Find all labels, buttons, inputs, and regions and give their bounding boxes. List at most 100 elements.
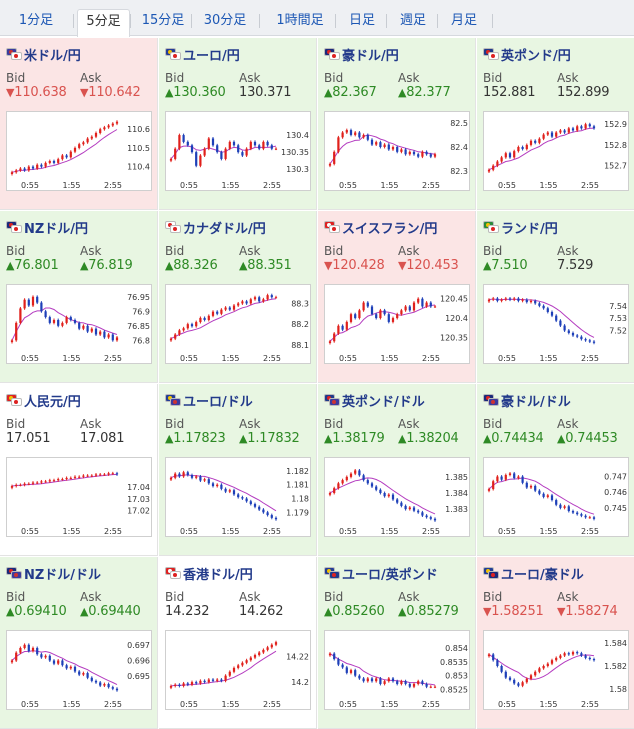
currency-pair-panel[interactable]: ユーロ/ドル Bid Ask ▲1.17823 ▲1.17832 1.182 1.181 1.… [159, 384, 317, 556]
ask-price: 76.819 [88, 258, 133, 273]
pair-title-link[interactable]: ユーロ/円 [165, 45, 240, 64]
currency-pair-panel[interactable]: NZドル/ドル Bid Ask ▲0.69410 ▲0.69440 0.697 0.696 0… [0, 557, 158, 729]
candle-body [333, 333, 336, 342]
currency-pair-panel[interactable]: 香港ドル/円 Bid Ask 14.232 14.262 14.22 14.2 0:55 1:5… [159, 557, 317, 729]
price-chart[interactable]: 0.747 0.746 0.745 0:55 1:55 2:55 [483, 457, 629, 537]
tab-7[interactable]: 月足 [450, 13, 477, 28]
pair-title-link[interactable]: NZドル/円 [6, 218, 89, 237]
candle-body [563, 506, 566, 508]
pair-title-link[interactable]: 豪ドル/円 [324, 45, 399, 64]
ask-price: 1.58274 [565, 604, 618, 619]
bid-label: Bid [324, 71, 344, 85]
candle-body [354, 470, 357, 474]
pair-title-link[interactable]: NZドル/ドル [6, 564, 101, 583]
currency-pair-panel[interactable]: ランド/円 Bid Ask ▲7.510 7.529 7.54 7.53 7.52 0:55 1:… [477, 211, 634, 383]
currency-pair-panel[interactable]: NZドル/円 Bid Ask ▲76.801 ▲76.819 76.95 76.9 76.85… [0, 211, 158, 383]
currency-pair-panel[interactable]: 人民元/円 Bid Ask 17.051 17.081 17.04 17.03 17.02 0:… [0, 384, 158, 556]
pair-title-link[interactable]: ユーロ/英ポンド [324, 564, 438, 583]
candle-body [216, 145, 219, 153]
candle-body [245, 301, 248, 304]
candle-body [571, 511, 575, 513]
tab-4[interactable]: 1時間足 [276, 13, 324, 28]
pair-title-link[interactable]: 豪ドル/ドル [483, 391, 571, 410]
bid-price: 88.326 [173, 258, 218, 273]
pair-title-link[interactable]: 人民元/円 [6, 391, 81, 410]
pair-title-link[interactable]: ユーロ/ドル [165, 391, 253, 410]
y-tick-label: 14.22 [286, 652, 309, 661]
ask-price: 82.377 [406, 85, 451, 100]
currency-pair-panel[interactable]: ユーロ/豪ドル Bid Ask ▼1.58251 ▼1.58274 1.584 1.582 1… [477, 557, 634, 729]
candle-body [425, 683, 428, 687]
price-chart[interactable]: 76.95 76.9 76.85 76.8 0:55 1:55 2:55 [6, 284, 152, 364]
currency-pair-panel[interactable]: 米ドル/円 Bid Ask ▼110.638 ▼110.642 110.6 110.5 110… [0, 38, 158, 210]
x-tick-label: 0:55 [498, 181, 516, 190]
candle-body [592, 341, 596, 343]
candle-body [262, 299, 265, 302]
x-tick-label: 0:55 [339, 181, 357, 190]
candle-body [36, 164, 39, 169]
candle-body [496, 660, 499, 666]
price-chart[interactable]: 17.04 17.03 17.02 0:55 1:55 2:55 [6, 457, 152, 537]
candle-body [408, 507, 411, 510]
pair-title-link[interactable]: 英ポンド/ドル [324, 391, 425, 410]
price-chart[interactable]: 88.3 88.2 88.1 0:55 1:55 2:55 [165, 284, 311, 364]
candle-body [178, 473, 181, 477]
candle-body [90, 677, 93, 681]
candle-body [10, 660, 14, 663]
bid-value: ▲0.85260 [324, 604, 385, 619]
price-chart[interactable]: 0.697 0.696 0.695 0:55 1:55 2:55 [6, 630, 152, 710]
pair-name: NZドル/円 [24, 221, 89, 237]
pair-title-link[interactable]: 英ポンド/円 [483, 45, 571, 64]
arrow-up-icon: ▲ [239, 432, 248, 445]
price-chart[interactable]: 7.54 7.53 7.52 0:55 1:55 2:55 [483, 284, 629, 364]
price-chart[interactable]: 120.45 120.4 120.35 0:55 1:55 2:55 [324, 284, 470, 364]
candle-body [433, 306, 437, 308]
currency-pair-panel[interactable]: 豪ドル/円 Bid Ask ▲82.367 ▲82.377 82.5 82.4 82.3 0:5… [318, 38, 476, 210]
currency-pair-panel[interactable]: 英ポンド/円 Bid Ask 152.881 152.899 152.9 152.8 152.… [477, 38, 634, 210]
tab-0[interactable]: 1分足 [18, 13, 54, 28]
tab-3[interactable]: 30分足 [203, 13, 247, 28]
tab-1[interactable]: 5分足 [77, 9, 130, 37]
pair-title-link[interactable]: 米ドル/円 [6, 45, 81, 64]
candle-body [492, 298, 495, 300]
candle-body [333, 488, 336, 493]
candle-body [86, 475, 89, 477]
currency-pair-panel[interactable]: 豪ドル/ドル Bid Ask ▲0.74434 ▲0.74453 0.747 0.746 0.… [477, 384, 634, 556]
candle-body [513, 151, 516, 158]
pair-title-link[interactable]: 香港ドル/円 [165, 564, 253, 583]
currency-pair-panel[interactable]: カナダドル/円 Bid Ask ▲88.326 ▲88.351 88.3 88.2 88.1 0… [159, 211, 317, 383]
pair-title-link[interactable]: スイスフラン/円 [324, 218, 437, 237]
bid-label: Bid [483, 244, 503, 258]
price-chart[interactable]: 0.854 0.8535 0.853 0.8525 0:55 1:55 2:55 [324, 630, 470, 710]
pair-title-link[interactable]: ランド/円 [483, 218, 558, 237]
y-tick-label: 1.179 [286, 508, 309, 517]
price-chart[interactable]: 130.4 130.35 130.3 0:55 1:55 2:55 [165, 111, 311, 191]
currency-pair-panel[interactable]: ユーロ/英ポンド Bid Ask ▲0.85260 ▲0.85279 0.854 0.853… [318, 557, 476, 729]
x-tick-label: 2:55 [104, 354, 122, 363]
price-chart[interactable]: 110.6 110.5 110.4 0:55 1:55 2:55 [6, 111, 152, 191]
price-chart[interactable]: 82.5 82.4 82.3 0:55 1:55 2:55 [324, 111, 470, 191]
candle-body [525, 482, 528, 488]
price-chart[interactable]: 152.9 152.8 152.7 0:55 1:55 2:55 [483, 111, 629, 191]
pair-title-link[interactable]: カナダドル/円 [165, 218, 266, 237]
bid-price: 1.38179 [332, 431, 385, 446]
candle-body [496, 476, 499, 482]
candle-body [36, 296, 39, 303]
candle-body [542, 666, 545, 669]
candle-body [580, 336, 583, 340]
price-chart[interactable]: 1.584 1.582 1.58 0:55 1:55 2:55 [483, 630, 629, 710]
candle-body [57, 660, 60, 664]
pair-title-link[interactable]: ユーロ/豪ドル [483, 564, 584, 583]
currency-pair-panel[interactable]: 英ポンド/ドル Bid Ask ▲1.38179 ▲1.38204 1.385 1.384 1… [318, 384, 476, 556]
candle-body [571, 332, 575, 336]
candle-body [508, 298, 512, 300]
moving-average-line [329, 134, 436, 165]
tab-2[interactable]: 15分足 [141, 13, 185, 28]
currency-pair-panel[interactable]: ユーロ/円 Bid Ask ▲130.360 130.371 130.4 130.35 130… [159, 38, 317, 210]
currency-pair-panel[interactable]: スイスフラン/円 Bid Ask ▼120.428 ▼120.453 120.45 120.… [318, 211, 476, 383]
price-chart[interactable]: 14.22 14.2 0:55 1:55 2:55 [165, 630, 311, 710]
price-chart[interactable]: 1.182 1.181 1.18 1.179 0:55 1:55 2:55 [165, 457, 311, 537]
price-chart[interactable]: 1.385 1.384 1.383 0:55 1:55 2:55 [324, 457, 470, 537]
tab-5[interactable]: 日足 [348, 13, 375, 28]
tab-6[interactable]: 週足 [399, 13, 426, 28]
